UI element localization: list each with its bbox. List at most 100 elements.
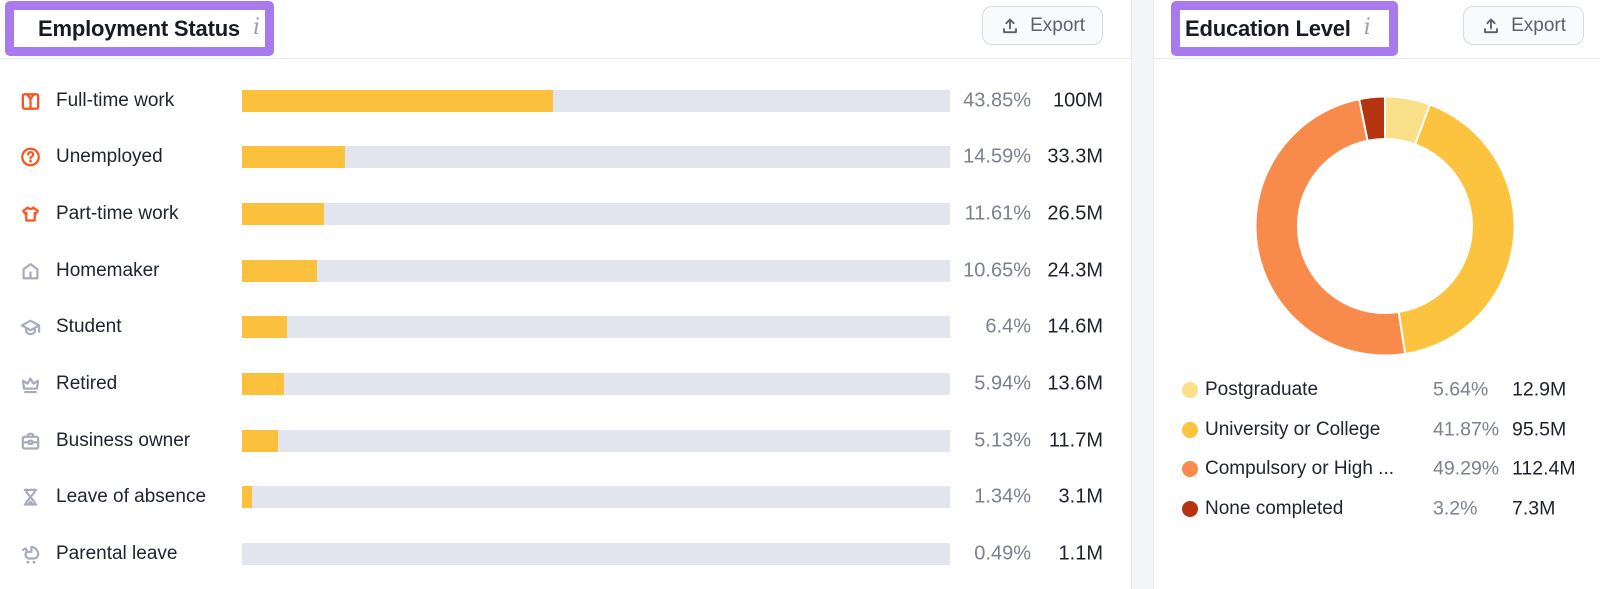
bar-fill xyxy=(242,202,325,225)
employment-row-label: Homemaker xyxy=(56,259,160,281)
bar-fill xyxy=(242,429,279,452)
employment-row-percent: 5.13% xyxy=(974,429,1031,452)
legend-item-percent: 49.29% xyxy=(1433,457,1500,480)
export-button[interactable]: Export xyxy=(1463,6,1584,45)
legend-item-percent: 41.87% xyxy=(1433,418,1500,441)
bar-fill xyxy=(242,316,288,339)
employment-row-value: 100M xyxy=(1052,89,1103,111)
donut-slice[interactable] xyxy=(1358,95,1386,142)
education-level-title-highlight: Education Level i xyxy=(1171,1,1398,56)
crown-icon xyxy=(19,373,42,396)
legend-item-label: University or College xyxy=(1205,418,1381,440)
legend-item[interactable]: Compulsory or High ... 49.29% 112.4M xyxy=(1154,449,1600,489)
briefcase-icon xyxy=(19,429,42,452)
legend-item-label: Postgraduate xyxy=(1205,379,1319,400)
bar-fill xyxy=(242,486,252,509)
employment-row-percent: 5.94% xyxy=(974,372,1031,395)
stroller-icon xyxy=(19,543,42,566)
bar-track xyxy=(242,373,950,395)
employment-row-value: 3.1M xyxy=(1058,485,1103,508)
tshirt-icon xyxy=(19,202,42,225)
employment-row[interactable]: Unemployed 14.59% 33.3M xyxy=(0,129,1131,186)
employment-row[interactable]: Business owner 5.13% 11.7M xyxy=(0,412,1131,469)
legend-item-value: 112.4M xyxy=(1512,457,1576,480)
donut-slice[interactable] xyxy=(1254,98,1407,357)
shirt-icon xyxy=(19,89,42,112)
donut-slice[interactable] xyxy=(1397,103,1516,355)
employment-row-label: Full-time work xyxy=(56,89,175,111)
bar-track xyxy=(242,543,950,566)
export-button[interactable]: Export xyxy=(982,6,1103,45)
employment-row-percent: 10.65% xyxy=(963,259,1031,282)
employment-row-value: 13.6M xyxy=(1047,372,1103,395)
export-button-label: Export xyxy=(1511,14,1566,36)
hourglass-icon xyxy=(19,486,42,509)
bar-track xyxy=(242,89,950,112)
legend-item-value: 12.9M xyxy=(1512,378,1567,401)
employment-row-label: Student xyxy=(56,316,122,338)
employment-row-value: 33.3M xyxy=(1047,145,1103,168)
employment-row-value: 14.6M xyxy=(1047,315,1103,338)
header-divider xyxy=(1154,58,1600,59)
employment-row-label: Leave of absence xyxy=(56,486,207,508)
graduation-cap-icon xyxy=(19,316,42,339)
bar-fill xyxy=(242,259,318,282)
employment-row-value: 24.3M xyxy=(1047,259,1103,282)
legend-item[interactable]: University or College 41.87% 95.5M xyxy=(1154,410,1600,450)
employment-row-value: 26.5M xyxy=(1047,202,1103,225)
employment-row[interactable]: Parental leave 0.49% 1.1M xyxy=(0,526,1131,583)
employment-row-label: Business owner xyxy=(56,429,191,451)
legend-item-value: 95.5M xyxy=(1512,418,1567,441)
employment-status-panel: Employment Status i Export Full-time wor… xyxy=(0,1,1131,583)
legend-item-percent: 5.64% xyxy=(1433,378,1489,401)
employment-row-label: Parental leave xyxy=(56,543,178,565)
home-icon xyxy=(19,259,42,282)
employment-row-percent: 6.4% xyxy=(985,315,1031,338)
employment-status-title: Employment Status xyxy=(38,15,240,41)
employment-row[interactable]: Homemaker 10.65% 24.3M xyxy=(0,242,1131,299)
employment-row[interactable]: Student 6.4% 14.6M xyxy=(0,299,1131,356)
legend-item[interactable]: Postgraduate 5.64% 12.9M xyxy=(1154,370,1600,410)
employment-row-value: 11.7M xyxy=(1048,429,1103,452)
bar-track xyxy=(242,316,950,339)
bar-track xyxy=(242,486,950,509)
employment-row-label: Part-time work xyxy=(56,202,179,224)
employment-row-percent: 1.34% xyxy=(974,485,1031,508)
legend-item-percent: 3.2% xyxy=(1433,497,1478,520)
legend-item-label: Compulsory or High ... xyxy=(1205,458,1395,480)
info-icon[interactable]: i xyxy=(1363,14,1371,40)
employment-row-percent: 43.85% xyxy=(963,89,1031,111)
education-level-donut-chart[interactable] xyxy=(1235,76,1535,376)
legend-item-value: 7.3M xyxy=(1512,497,1556,520)
legend-color-dot xyxy=(1182,461,1198,478)
info-icon[interactable]: i xyxy=(252,14,261,40)
bar-track xyxy=(242,146,950,169)
employment-row-value: 1.1M xyxy=(1058,542,1103,565)
bar-fill xyxy=(242,146,346,169)
bar-track xyxy=(242,259,950,282)
header-divider xyxy=(0,58,1131,59)
employment-row-percent: 14.59% xyxy=(963,145,1031,168)
education-level-panel: Education Level i Export Postgraduate 5.… xyxy=(1154,0,1600,589)
export-icon xyxy=(1481,16,1501,36)
employment-row-label: Retired xyxy=(56,373,118,394)
legend-color-dot xyxy=(1182,382,1198,398)
help-circle-icon xyxy=(19,146,42,169)
legend-item-label: None completed xyxy=(1205,498,1344,520)
employment-row-percent: 0.49% xyxy=(974,542,1031,565)
employment-row[interactable]: Leave of absence 1.34% 3.1M xyxy=(0,469,1131,526)
bar-fill xyxy=(242,373,285,395)
employment-row-label: Unemployed xyxy=(56,146,163,168)
legend-item[interactable]: None completed 3.2% 7.3M xyxy=(1154,489,1600,529)
export-icon xyxy=(1000,16,1020,36)
bar-track xyxy=(242,429,950,452)
employment-status-title-highlight: Employment Status i xyxy=(5,1,274,56)
employment-row[interactable]: Part-time work 11.61% 26.5M xyxy=(0,185,1131,242)
legend-color-dot xyxy=(1182,501,1198,518)
export-button-label: Export xyxy=(1030,14,1085,36)
employment-row[interactable]: Retired 5.94% 13.6M xyxy=(0,356,1131,413)
legend-color-dot xyxy=(1182,421,1198,438)
employment-row[interactable]: Full-time work 43.85% 100M xyxy=(0,72,1131,129)
panel-divider xyxy=(1131,0,1154,589)
